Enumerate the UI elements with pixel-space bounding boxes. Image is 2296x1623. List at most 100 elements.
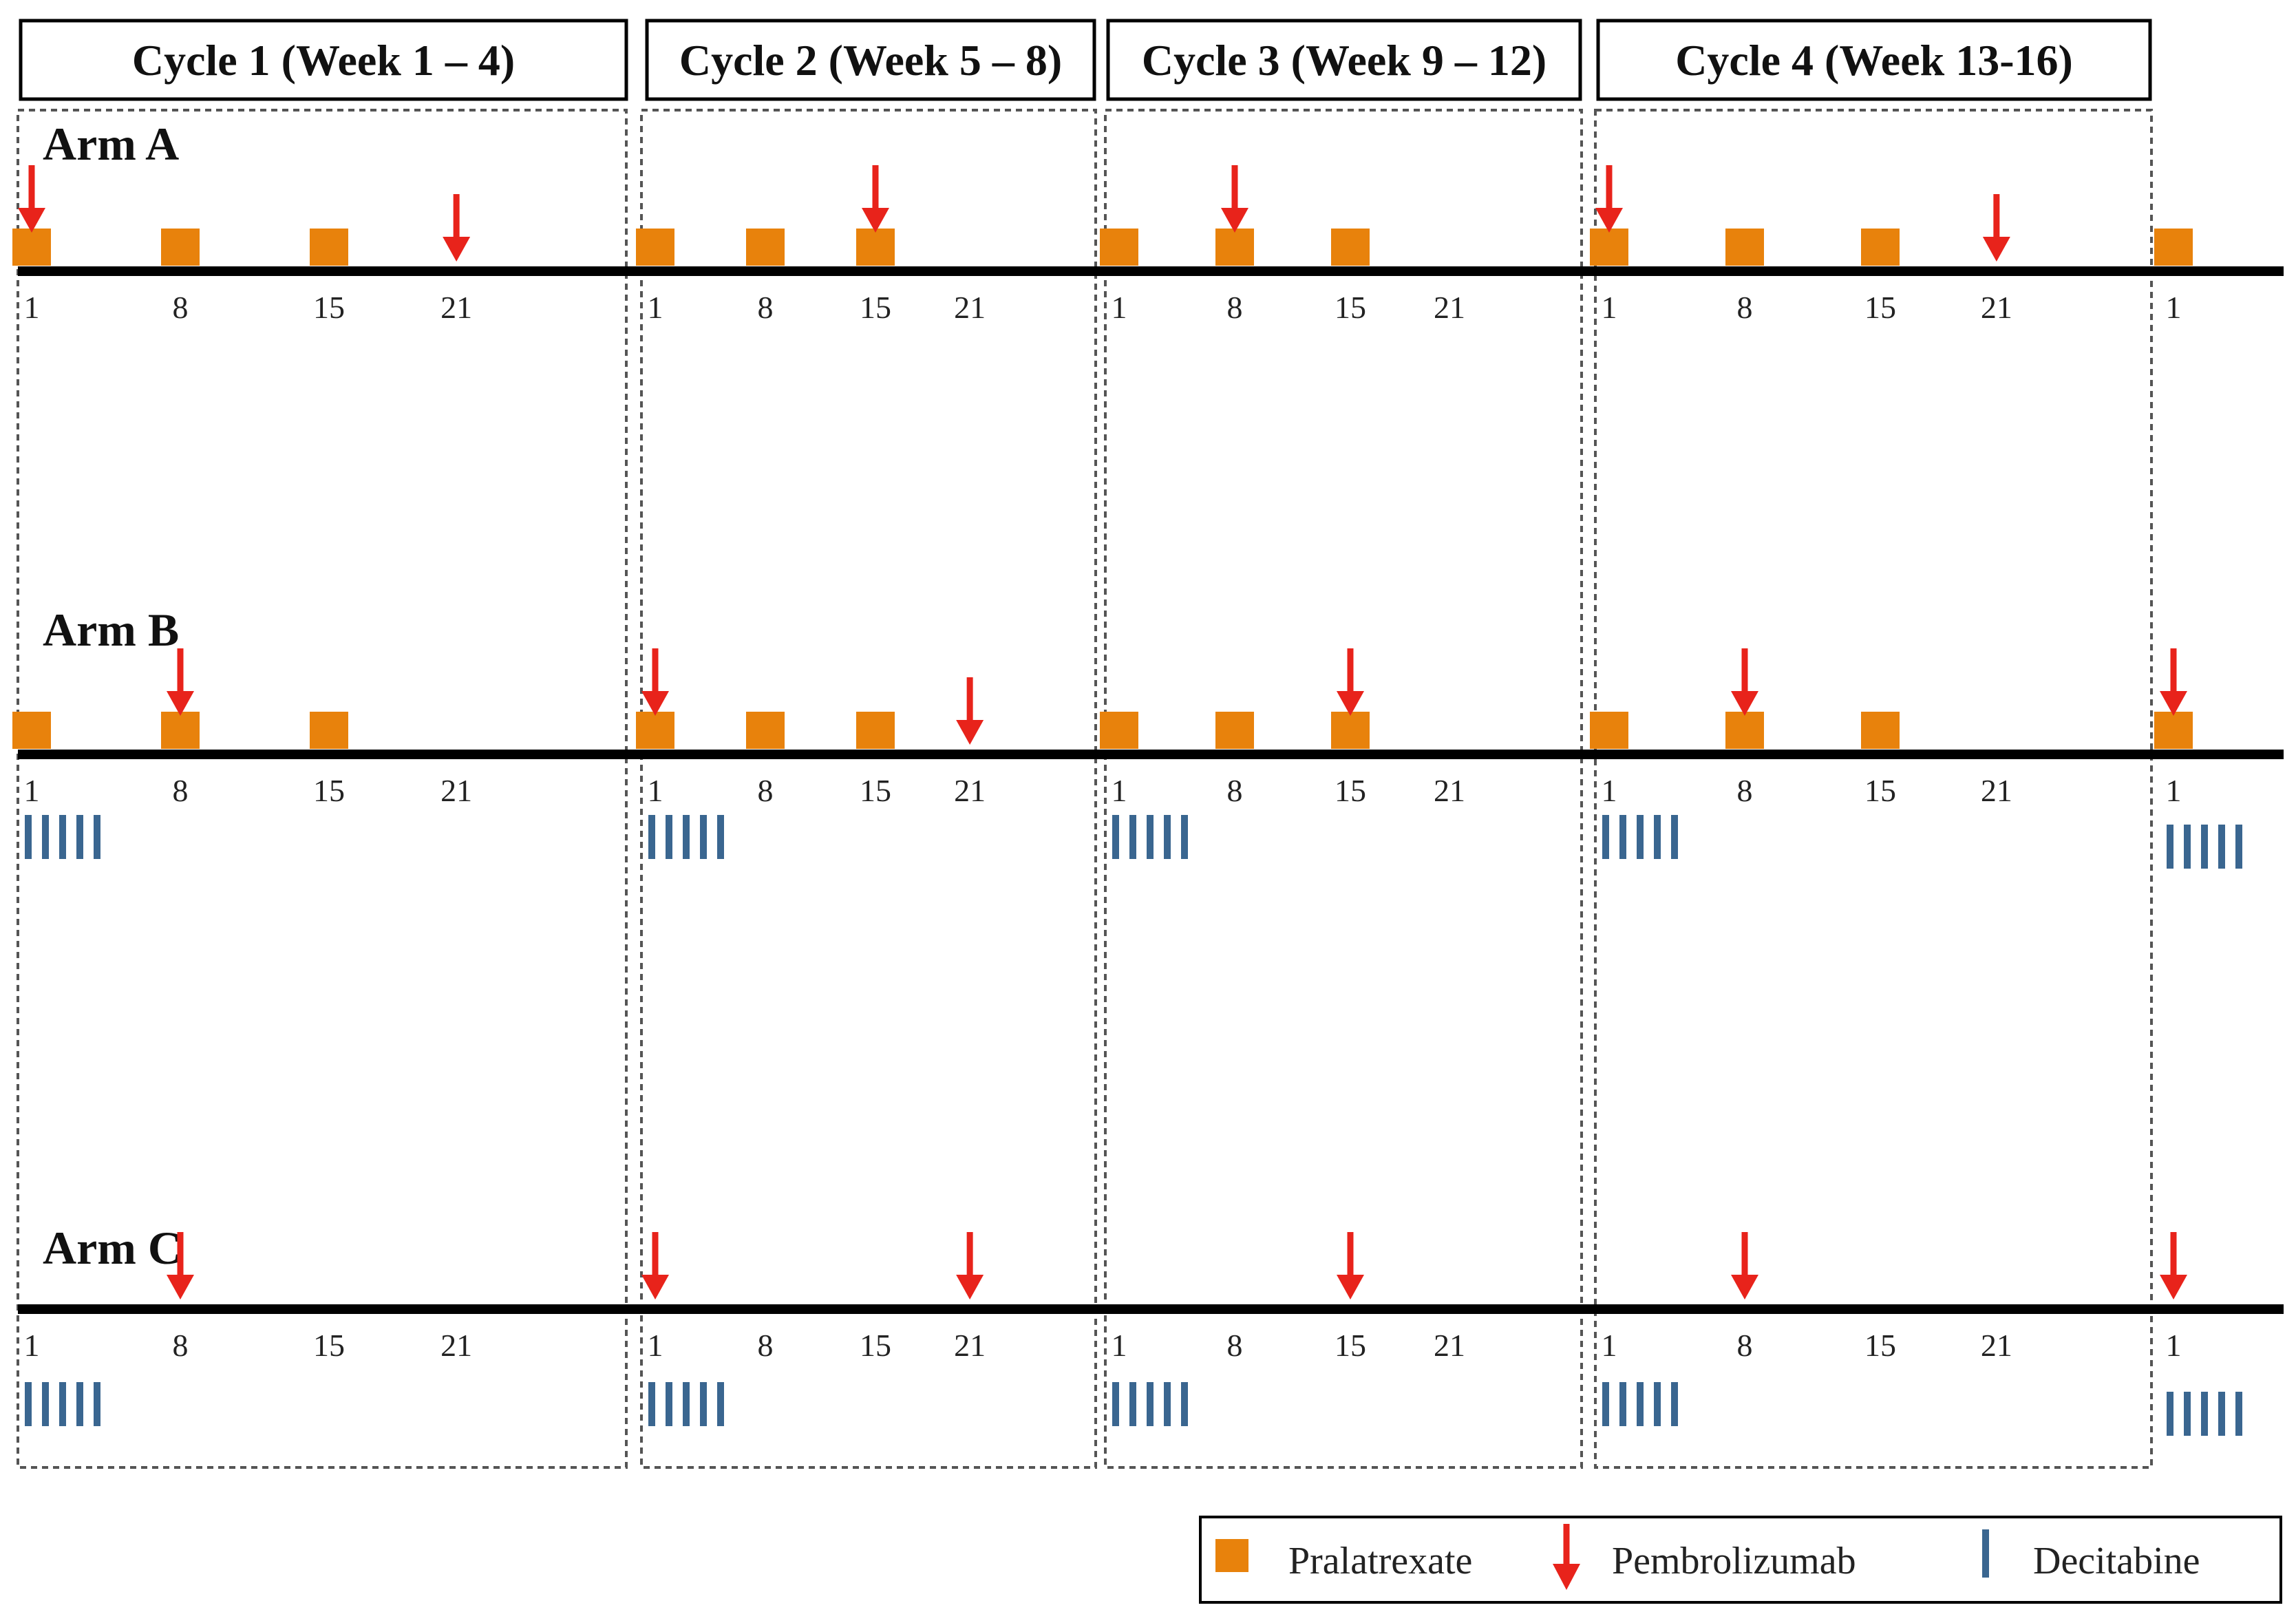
decitabine-bar — [666, 815, 672, 859]
pralatrexate-marker — [1725, 229, 1764, 266]
decitabine-bar — [1112, 815, 1119, 859]
decitabine-bar — [700, 815, 707, 859]
pembrolizumab-arrow — [1221, 165, 1248, 233]
pralatrexate-marker — [1331, 712, 1370, 749]
day-label: 15 — [313, 773, 345, 808]
decitabine-bar — [2218, 1392, 2225, 1436]
decitabine-bars — [1602, 1382, 1678, 1426]
decitabine-bar — [1602, 815, 1609, 859]
arm-c: Arm C1 8 15 21 1 8 15 21 1 8 15 21 1 8 15 21 1 — [18, 1222, 2284, 1436]
day-label: 8 — [1227, 290, 1243, 325]
arm-label: Arm C — [43, 1222, 182, 1274]
decitabine-bar — [25, 815, 32, 859]
decitabine-bars — [1112, 815, 1188, 859]
day-label: 1 — [1112, 290, 1127, 325]
pembrolizumab-arrow — [641, 1232, 669, 1300]
pralatrexate-marker — [12, 712, 51, 749]
decitabine-bar — [42, 815, 49, 859]
decitabine-bar — [1619, 1382, 1626, 1426]
next-cycle-day-label: 1 — [2166, 290, 2182, 325]
day-label: 15 — [1335, 290, 1366, 325]
day-label: 21 — [954, 290, 986, 325]
pembrolizumab-arrow — [956, 1232, 984, 1300]
decitabine-bar — [1164, 1382, 1171, 1426]
cycle-headers: Cycle 1 (Week 1 – 4) Cycle 2 (Week 5 – 8)… — [19, 19, 2152, 101]
arm-label: Arm A — [43, 118, 179, 170]
decitabine-bars — [25, 1382, 100, 1426]
decitabine-bar — [2201, 1392, 2208, 1436]
decitabine-bar — [1164, 815, 1171, 859]
decitabine-bar — [1147, 1382, 1154, 1426]
cycle-header-box — [19, 19, 628, 101]
decitabine-bar — [2184, 1392, 2191, 1436]
day-label: 1 — [648, 773, 663, 808]
decitabine-bar — [1654, 1382, 1661, 1426]
cycle-frame — [1594, 109, 2153, 1469]
orange-square-icon — [1215, 1539, 1248, 1572]
pembrolizumab-arrow — [443, 194, 471, 262]
legend-box — [1199, 1516, 2282, 1604]
decitabine-bar — [648, 815, 655, 859]
day-label: 1 — [24, 773, 40, 808]
cycle-header-box — [645, 19, 1096, 101]
decitabine-bar — [76, 1382, 83, 1426]
day-label: 15 — [313, 290, 345, 325]
day-label: 8 — [758, 1328, 774, 1363]
day-label: 15 — [860, 773, 891, 808]
pralatrexate-marker — [2154, 229, 2193, 266]
decitabine-bar — [2235, 1392, 2242, 1436]
day-label: 8 — [173, 290, 189, 325]
pembrolizumab-arrow — [167, 648, 194, 716]
pembrolizumab-arrow — [1731, 1232, 1758, 1300]
pembrolizumab-arrow — [2160, 648, 2187, 716]
pralatrexate-marker — [1331, 229, 1370, 266]
decitabine-bar — [1129, 815, 1136, 859]
decitabine-bar — [1602, 1382, 1609, 1426]
day-label: 8 — [1737, 1328, 1753, 1363]
day-label: 1 — [1602, 290, 1617, 325]
pralatrexate-marker — [636, 229, 674, 266]
decitabine-bar — [76, 815, 83, 859]
pralatrexate-marker — [856, 229, 895, 266]
pralatrexate-marker — [161, 229, 200, 266]
decitabine-bar — [2235, 825, 2242, 869]
decitabine-bars — [2167, 1392, 2242, 1436]
decitabine-bar — [94, 1382, 100, 1426]
pembrolizumab-arrow — [1337, 648, 1364, 716]
day-label: 21 — [954, 1328, 986, 1363]
legend-label-decitabine: Decitabine — [2033, 1540, 2200, 1582]
pralatrexate-marker — [310, 229, 348, 266]
legend: Pralatrexate Pembrolizumab Decitabine — [1199, 1516, 2282, 1604]
pralatrexate-marker — [1590, 229, 1628, 266]
day-label: 1 — [1602, 773, 1617, 808]
day-label: 1 — [1602, 1328, 1617, 1363]
pralatrexate-marker — [1725, 712, 1764, 749]
cycle-header-box — [1106, 19, 1582, 101]
pembrolizumab-arrow — [18, 165, 45, 233]
day-label: 8 — [758, 290, 774, 325]
arm-label: Arm B — [43, 604, 179, 656]
decitabine-bar — [1181, 1382, 1188, 1426]
decitabine-bar — [683, 815, 690, 859]
pralatrexate-marker — [1861, 229, 1900, 266]
pralatrexate-marker — [2154, 712, 2193, 749]
pralatrexate-marker — [1861, 712, 1900, 749]
day-label: 1 — [24, 1328, 40, 1363]
legend-label-pembrolizumab: Pembrolizumab — [1612, 1540, 1856, 1582]
pembrolizumab-arrow — [956, 677, 984, 745]
pralatrexate-marker — [1100, 229, 1138, 266]
pembrolizumab-arrow — [862, 165, 889, 233]
legend-label-pralatrexate: Pralatrexate — [1288, 1540, 1472, 1582]
day-label: 21 — [1981, 773, 2012, 808]
decitabine-bar — [1619, 815, 1626, 859]
next-cycle-day-label: 1 — [2166, 773, 2182, 808]
day-label: 8 — [173, 773, 189, 808]
day-label: 15 — [860, 290, 891, 325]
pralatrexate-marker — [1215, 229, 1254, 266]
day-label: 1 — [24, 290, 40, 325]
day-label: 8 — [1737, 773, 1753, 808]
decitabine-bar — [1181, 815, 1188, 859]
decitabine-bar — [59, 815, 66, 859]
